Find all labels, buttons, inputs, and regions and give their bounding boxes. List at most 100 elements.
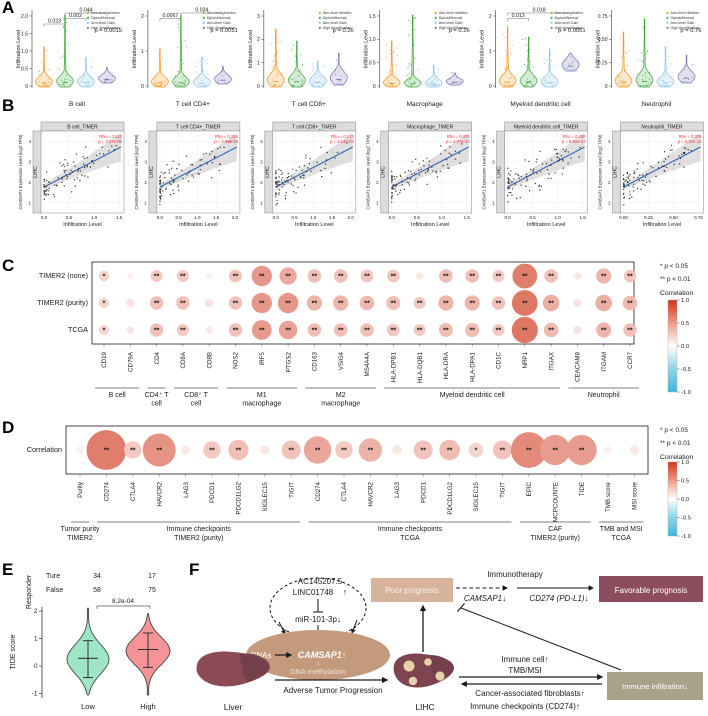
cell-type-label: B cell [69, 101, 85, 108]
gene-label: VSIG4 [338, 351, 345, 370]
legend-item: Diploid/Normal [91, 16, 115, 20]
correlation-bubble [540, 434, 571, 466]
correlation-bubble [511, 290, 538, 316]
significance-stars: ** [338, 300, 344, 307]
significance-stars: ** [315, 447, 321, 454]
comparison-p-value: 0.034 [195, 8, 208, 14]
significance-stars: ** [469, 300, 475, 307]
gene-label: CD163 [312, 351, 319, 371]
svg-text:0.5: 0.5 [681, 321, 689, 327]
significance-stars: ** [391, 300, 397, 307]
marker-label: CTLA4 [130, 481, 137, 501]
gene-label: MS4A4A [364, 351, 371, 376]
correlation-bubble [281, 440, 301, 460]
correlation-bubble [465, 269, 480, 283]
p-annotation: p = 5.57e-13 [678, 139, 702, 144]
svg-text:0: 0 [141, 84, 144, 90]
violin-subplot-3: 0 0.5 1.0 1.5 Infiltration Level Arm-level de… [364, 10, 470, 108]
legend-item: Diploid/Normal [555, 16, 579, 20]
panel-d-letter: D [2, 418, 15, 437]
significance-stars: ** [522, 300, 528, 307]
scatter-subplot-4: Myeloid dendritic cell_TIMER LIHC 1 2 3 4 0.0 0… [482, 121, 588, 228]
svg-text:2: 2 [28, 180, 31, 185]
y-axis-label: CAMSAP1 Expression Level (log2 TPM) [366, 134, 371, 209]
gene-label: CD19 [101, 351, 108, 367]
correlation-bubble [604, 446, 612, 454]
correlation-bubble [387, 269, 400, 283]
svg-text:0.00: 0.00 [619, 215, 628, 220]
significance-stars: ** [391, 273, 397, 280]
correlation-bubble [279, 267, 297, 285]
significance-stars: ** [312, 300, 318, 307]
svg-text:-1.0: -1.0 [681, 534, 691, 540]
group-label: cell [151, 401, 162, 408]
correlation-bubble [438, 323, 453, 337]
svg-text:2.0: 2.0 [348, 215, 355, 220]
legend-item: Diploid/Normal [439, 16, 463, 20]
group-label: Myeloid dendritic cell [440, 392, 505, 399]
scatter-subplot-5: Neutrophil_TIMER LIHC 1 2 3 4 0.00 0.25 0.50 0.75… [598, 121, 704, 228]
correlation-colorbar [667, 461, 678, 537]
immune-cell-label: Immune cell↑ [501, 655, 548, 664]
correlation-bubble [149, 296, 164, 310]
svg-text:1.0: 1.0 [681, 298, 689, 304]
svg-text:0.0: 0.0 [504, 215, 511, 220]
facet-title: T cell CD8+_TIMER [292, 125, 337, 131]
svg-text:0.5: 0.5 [66, 215, 73, 220]
correlation-bubble [277, 292, 299, 314]
legend-item: High Amplification [323, 26, 352, 30]
svg-text:1.0: 1.0 [21, 49, 28, 55]
correlation-bubble [176, 270, 189, 282]
immune-infiltration-box [607, 672, 703, 700]
correlation-bubble [126, 326, 135, 334]
svg-text:4: 4 [260, 139, 263, 144]
scatter-subplot-2: T cell CD8+_TIMER LIHC 1 2 3 4 0.0 0.5 1.0 1.5 2.0… [250, 121, 357, 228]
panel-a-letter: A [2, 0, 15, 17]
liver-label: Liver [224, 702, 243, 712]
group-label: CAF [548, 526, 562, 533]
scatter-subplot-3: Macrophage_TIMER LIHC 1 2 3 4 0.0 0.5 1.0 1.5 CAMS… [366, 121, 473, 228]
marker-label: SIGLEC15 [473, 481, 480, 511]
correlation-bubble [492, 324, 505, 336]
significance-stars: ** [233, 300, 239, 307]
svg-text:0: 0 [489, 84, 492, 90]
cell-type-label: Neutrophil [642, 101, 672, 108]
marker-label: MSI score [632, 481, 639, 509]
group-label: cell [191, 401, 202, 408]
correlation-bubble [307, 323, 322, 337]
svg-text:1.0: 1.0 [439, 215, 446, 220]
legend-item: High Amplification [91, 26, 120, 30]
correlation-bubble [307, 269, 322, 283]
correlation-bubble [439, 439, 460, 461]
group-label: TIMER2 (purity) [174, 535, 223, 542]
correlation-bubble [623, 323, 637, 337]
svg-text:4: 4 [144, 139, 147, 144]
svg-text:1.0: 1.0 [554, 215, 561, 220]
svg-text:3: 3 [608, 159, 611, 164]
legend-correlation-label: Correlation [660, 454, 693, 461]
svg-text:2: 2 [608, 180, 611, 185]
svg-text:1: 1 [260, 200, 263, 205]
svg-text:3: 3 [28, 159, 31, 164]
x-axis-label: Infiltration Level [295, 222, 334, 228]
significance-stars: ** [627, 273, 633, 280]
cancer-type-strip: LIHC [497, 166, 503, 178]
correlation-bubble [573, 272, 582, 280]
correlation-bubble [149, 323, 164, 337]
correlation-bubble [512, 263, 538, 289]
correlation-bubble [413, 440, 433, 460]
significance-stars: ** [579, 447, 585, 454]
p-value: 8.2e-04 [112, 598, 134, 605]
significance-stars: ** [601, 327, 607, 334]
correlation-bubble [228, 439, 249, 461]
significance-stars: ** [156, 447, 162, 454]
correlation-bubble [251, 265, 272, 287]
legend-item: Arm-level deletion [439, 11, 468, 15]
correlation-bubble [180, 445, 191, 455]
significance-stars: ** [233, 273, 239, 280]
legend-item: Arm-level Gain [91, 21, 115, 25]
adverse-progression-label: Adverse Tumor Progression [283, 686, 382, 695]
svg-text:1.5: 1.5 [579, 215, 586, 220]
